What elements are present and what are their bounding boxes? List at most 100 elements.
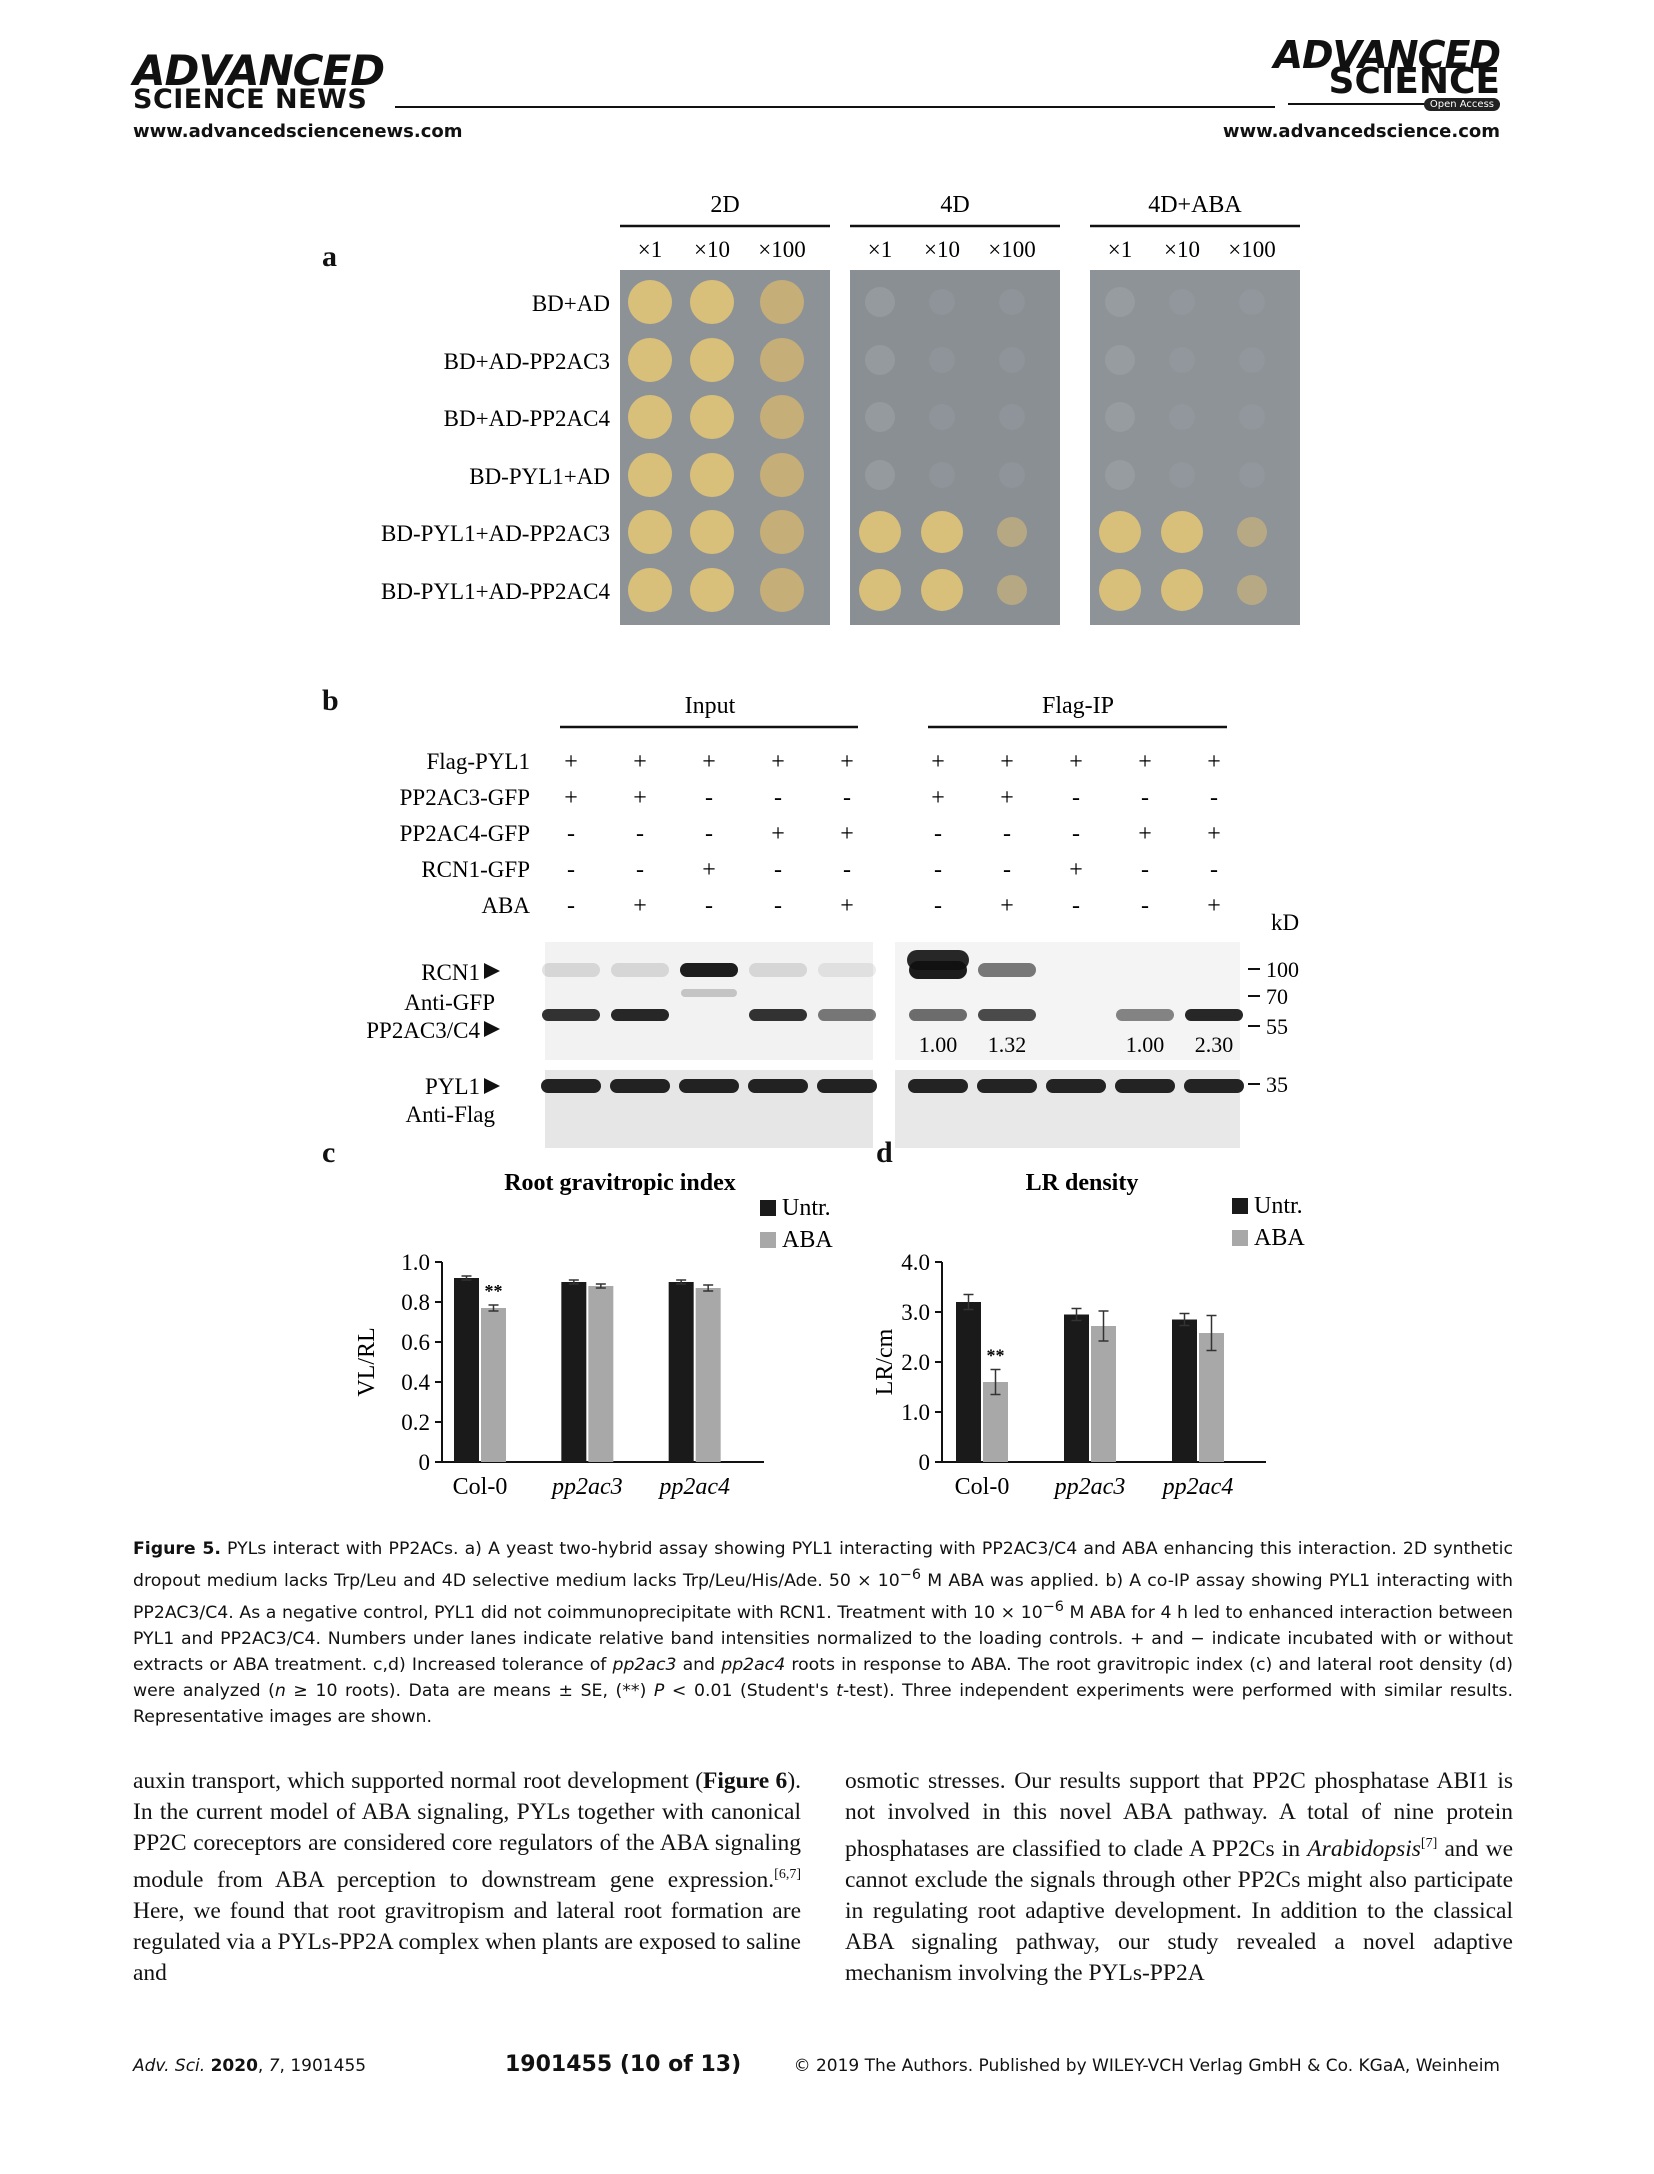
treatment-sign: - [705, 893, 713, 919]
treatment-sign: - [636, 857, 644, 883]
y-tick-label: 2.0 [901, 1350, 930, 1375]
panel-a-figure: 2D ×1 ×10 ×100 4D ×1 ×10 ×100 4D+ABA ×1 ×10 ×100 BD+… [330, 190, 1320, 670]
treatment-sign: + [931, 749, 945, 775]
x-tick-label: Col-0 [955, 1474, 1010, 1500]
bar [983, 1382, 1008, 1462]
legend-swatch [760, 1200, 776, 1216]
group-label: 2D [710, 192, 739, 218]
right-url[interactable]: www.advancedscience.com [1222, 121, 1500, 142]
treatment-sign: - [1072, 785, 1080, 811]
treatment-sign: - [934, 821, 942, 847]
yeast-spot [628, 280, 672, 324]
footer-citation: Adv. Sci. 2020, 7, 1901455 [133, 2056, 367, 2076]
rcn1-degradation-band [681, 989, 737, 997]
treatment-sign: + [633, 785, 647, 811]
pyl1-band [1115, 1079, 1175, 1093]
strain-label: BD+AD-PP2AC4 [444, 406, 611, 431]
co-ip-western-blot: Input Flag-IP Flag-PYL1 + + + + + + + + + + PP2AC3-GF… [366, 693, 1299, 1148]
band-intensity-label: 1.00 [1126, 1032, 1165, 1057]
footer-article: 1901455 [290, 2056, 367, 2076]
chart-title: Root gravitropic index [504, 1170, 736, 1196]
treatment-sign: - [1072, 893, 1080, 919]
pyl1-band [1046, 1079, 1106, 1093]
bar [454, 1278, 479, 1462]
y-tick-label: 0 [419, 1450, 431, 1475]
strain-label: BD+AD [532, 291, 610, 316]
yeast-spot [1169, 462, 1195, 488]
dilution-label: ×100 [1228, 237, 1275, 262]
yeast-spot [929, 462, 955, 488]
citation-link[interactable]: [7] [1420, 1836, 1438, 1851]
treatment-sign: - [567, 893, 575, 919]
rcn1-band [907, 950, 969, 970]
treatment-sign: - [1210, 857, 1218, 883]
yeast-spot [859, 569, 901, 611]
x-tick-label: pp2ac4 [657, 1474, 730, 1500]
treatment-sign: - [567, 857, 575, 883]
treatment-label: RCN1-GFP [421, 857, 530, 882]
y-tick-label: 1.0 [401, 1250, 430, 1275]
pyl1-band [679, 1079, 739, 1093]
strain-label: BD-PYL1+AD-PP2AC3 [381, 521, 610, 546]
treatment-sign: + [1138, 821, 1152, 847]
yeast-spot [921, 511, 963, 553]
treatment-sign: - [1003, 857, 1011, 883]
yeast-spot [997, 575, 1027, 605]
right-logo-line1: ADVANCED [1273, 33, 1501, 77]
figure-reference-link[interactable]: Figure 6 [703, 1768, 788, 1794]
caption-italic: pp2ac3 [612, 1654, 677, 1675]
arrowhead-icon [484, 1078, 500, 1094]
treatment-sign: - [1210, 785, 1218, 811]
caption-text: ≥ 10 roots). Data are means ± SE, (**) [285, 1680, 654, 1701]
yeast-spot [1161, 569, 1203, 611]
y-axis-label: VL/RL [354, 1327, 380, 1396]
caption-sup: −6 [899, 1567, 922, 1583]
treatment-sign: + [840, 821, 854, 847]
caption-text: PYLs interact with PP2ACs. a) A yeast tw… [133, 1539, 1513, 1591]
rcn1-band [749, 963, 807, 977]
yeast-spot [865, 345, 895, 375]
treatment-sign: + [1207, 893, 1221, 919]
footer-copyright: © 2019 The Authors. Published by WILEY-V… [793, 2056, 1500, 2076]
pyl1-band [748, 1079, 808, 1093]
treatment-label: PP2AC3-GFP [400, 785, 530, 810]
pp2ac-band [749, 1009, 807, 1021]
marker-label: 100 [1266, 957, 1299, 982]
citation-link[interactable]: [6,7] [774, 1867, 801, 1882]
treatment-sign: - [1141, 893, 1149, 919]
pp2ac-band [542, 1009, 600, 1021]
yeast-spot [628, 568, 672, 612]
treatment-sign: + [1000, 749, 1014, 775]
treatment-sign: + [931, 785, 945, 811]
caption-text: roots in response to ABA. The root gravi… [133, 1654, 1513, 1701]
arrowhead-icon [484, 963, 500, 979]
treatment-sign: + [1138, 749, 1152, 775]
treatment-sign: + [1000, 893, 1014, 919]
pp2ac-band [1116, 1009, 1174, 1021]
dilution-label: ×1 [868, 237, 892, 262]
footer-year: 2020 [210, 2056, 258, 2076]
marker-label: 55 [1266, 1014, 1288, 1039]
x-tick-label: Col-0 [453, 1474, 508, 1500]
treatment-sign: + [1069, 749, 1083, 775]
caption-text: M ABA was applied. b) A co-IP assay show… [133, 1570, 1513, 1623]
legend-label: ABA [782, 1227, 833, 1253]
treatment-label: PP2AC4-GFP [400, 821, 530, 846]
footer-volume: 7 [268, 2056, 280, 2076]
yeast-spot [628, 510, 672, 554]
yeast-spot [999, 347, 1025, 373]
dilution-label: ×100 [758, 237, 805, 262]
caption-figure-label: Figure 5. [133, 1539, 221, 1559]
dilution-label: ×10 [924, 237, 960, 262]
yeast-spot [999, 404, 1025, 430]
left-url[interactable]: www.advancedsciencenews.com [133, 121, 463, 142]
dilution-label: ×10 [694, 237, 730, 262]
legend-swatch [1232, 1198, 1248, 1214]
caption-text: and [676, 1654, 722, 1675]
yeast-spot [760, 453, 804, 497]
treatment-sign: - [774, 893, 782, 919]
agar-plate [1090, 270, 1300, 625]
yeast-spot [690, 280, 734, 324]
figure-caption: Figure 5. PYLs interact with PP2ACs. a) … [133, 1536, 1513, 1730]
y-tick-label: 1.0 [901, 1400, 930, 1425]
